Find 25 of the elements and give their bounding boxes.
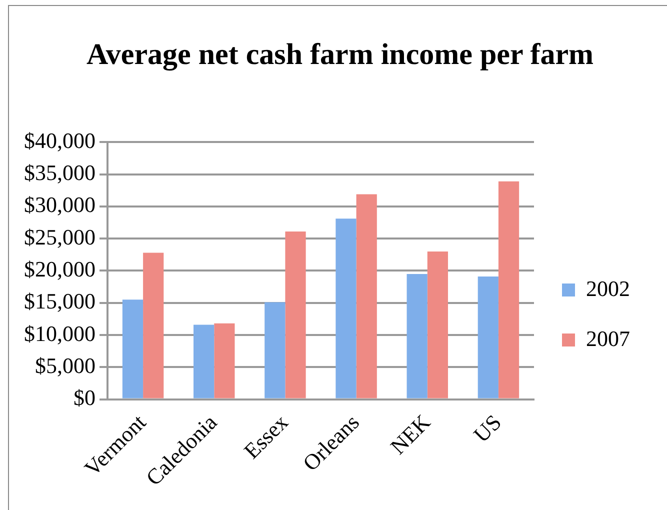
bar	[264, 302, 286, 398]
y-tick-label: $20,000	[24, 256, 96, 282]
y-tick-label: $15,000	[24, 288, 96, 314]
bar	[356, 194, 377, 398]
bar	[478, 276, 498, 398]
bar	[194, 324, 214, 398]
bar	[214, 323, 235, 398]
y-tick-label: $5,000	[35, 352, 96, 378]
bar	[336, 218, 356, 398]
y-tick-label: $0	[74, 385, 96, 410]
x-tick-label: US	[468, 410, 506, 448]
y-tick-label: $35,000	[24, 160, 96, 186]
bar	[285, 232, 306, 398]
y-tick-label: $10,000	[24, 320, 96, 346]
bar	[122, 300, 144, 398]
y-tick-label: $40,000	[24, 128, 96, 153]
y-tick-label: $30,000	[24, 192, 96, 218]
legend-label: 2007	[586, 326, 630, 351]
y-tick-label: $25,000	[24, 224, 96, 250]
bar	[406, 274, 428, 398]
chart-title: Average net cash farm income per farm	[85, 37, 595, 73]
bar	[143, 252, 164, 398]
legend-label: 2002	[586, 276, 630, 301]
bar	[427, 251, 448, 398]
bar	[498, 181, 520, 398]
